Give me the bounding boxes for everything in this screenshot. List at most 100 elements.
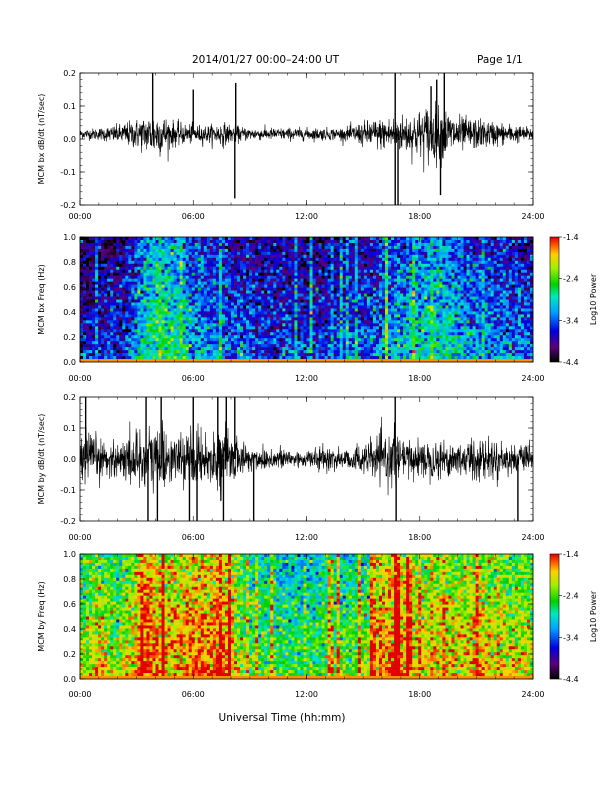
heat-cell [86, 344, 90, 348]
heat-cell [218, 320, 223, 324]
heat-cell [354, 293, 359, 297]
heat-cell [234, 350, 238, 354]
heat-cell [122, 326, 126, 330]
heat-cell [258, 266, 262, 271]
heat-cell [318, 317, 322, 321]
heat-cell [403, 335, 407, 339]
heat-cell [312, 239, 316, 244]
heat-cell [212, 239, 217, 244]
heat-cell [312, 335, 316, 339]
heat-cell [382, 284, 386, 288]
heat-cell [354, 290, 359, 294]
heat-cell [406, 314, 410, 318]
heat-cell [194, 237, 199, 241]
heat-cell [164, 344, 168, 348]
heat-cell [394, 260, 398, 265]
heat-cell [400, 353, 404, 357]
heat-cell [221, 290, 226, 294]
heat-cell [303, 296, 307, 300]
heat-cell [324, 251, 328, 256]
heat-cell [200, 254, 205, 259]
heat-cell [173, 341, 177, 345]
heat-cell [86, 317, 90, 321]
heat-cell [418, 245, 422, 250]
heat-cell [179, 266, 183, 271]
heat-cell [80, 302, 84, 306]
heat-cell [291, 314, 295, 318]
heat-cell [206, 263, 211, 268]
heat-cell [333, 359, 337, 363]
heat-cell [224, 272, 229, 276]
heat-cell [397, 275, 401, 279]
heat-cell [406, 290, 410, 294]
heat-cell [218, 272, 223, 276]
heat-cell [246, 251, 250, 256]
heat-cell [234, 353, 238, 357]
heat-cell [267, 302, 271, 306]
heat-cell [227, 356, 232, 360]
heat-cell [321, 281, 325, 285]
heat-cell [122, 311, 126, 315]
heat-cell [309, 350, 313, 354]
heat-cell [397, 266, 401, 271]
heat-cell [415, 263, 419, 268]
heat-cell [397, 344, 401, 348]
heat-cell [170, 344, 174, 348]
heat-cell [125, 305, 129, 309]
heat-cell [291, 263, 295, 268]
heat-cell [354, 308, 359, 312]
heat-cell [249, 335, 253, 339]
heat-cell [122, 338, 126, 342]
heat-cell [98, 317, 102, 321]
heat-cell [89, 347, 93, 351]
heat-cell [170, 260, 174, 265]
heat-cell [80, 281, 84, 285]
heat-cell [179, 353, 183, 357]
heat-cell [342, 302, 347, 306]
heat-cell [270, 281, 274, 285]
heat-cell [406, 302, 410, 306]
heat-cell [330, 257, 334, 262]
heat-cell [330, 263, 334, 268]
heat-cell [212, 329, 217, 333]
heat-cell [327, 305, 331, 309]
heat-cell [110, 251, 114, 256]
heat-cell [345, 314, 350, 318]
heat-cell [255, 290, 259, 294]
heat-cell [270, 335, 274, 339]
heat-cell [209, 341, 214, 345]
heat-cell [327, 272, 331, 276]
heat-cell [318, 272, 322, 276]
heat-cell [394, 323, 398, 327]
heat-cell [388, 260, 392, 265]
heat-cell [86, 257, 90, 262]
heat-cell [161, 269, 165, 274]
heat-cell [312, 314, 316, 318]
heat-cell [369, 239, 374, 244]
heat-cell [369, 293, 374, 297]
heat-cell [261, 266, 265, 271]
heat-cell [191, 266, 196, 271]
heat-cell [297, 272, 301, 276]
heat-cell [182, 284, 186, 288]
heat-cell [80, 341, 84, 345]
heat-cell [185, 323, 190, 327]
heat-cell [294, 353, 298, 357]
heat-cell [158, 332, 162, 336]
heat-cell [86, 251, 90, 256]
heat-cell [246, 329, 250, 333]
heat-cell [291, 302, 295, 306]
heat-cell [107, 329, 111, 333]
heat-cell [366, 278, 371, 282]
heat-cell [206, 326, 211, 330]
heat-cell [249, 248, 253, 253]
heat-cell [273, 305, 277, 309]
heat-cell [83, 323, 87, 327]
heat-cell [351, 308, 356, 312]
heat-cell [200, 335, 205, 339]
heat-cell [252, 284, 256, 288]
heat-cell [418, 299, 422, 303]
heat-cell [291, 332, 295, 336]
heat-cell [421, 299, 425, 303]
heat-cell [409, 335, 413, 339]
